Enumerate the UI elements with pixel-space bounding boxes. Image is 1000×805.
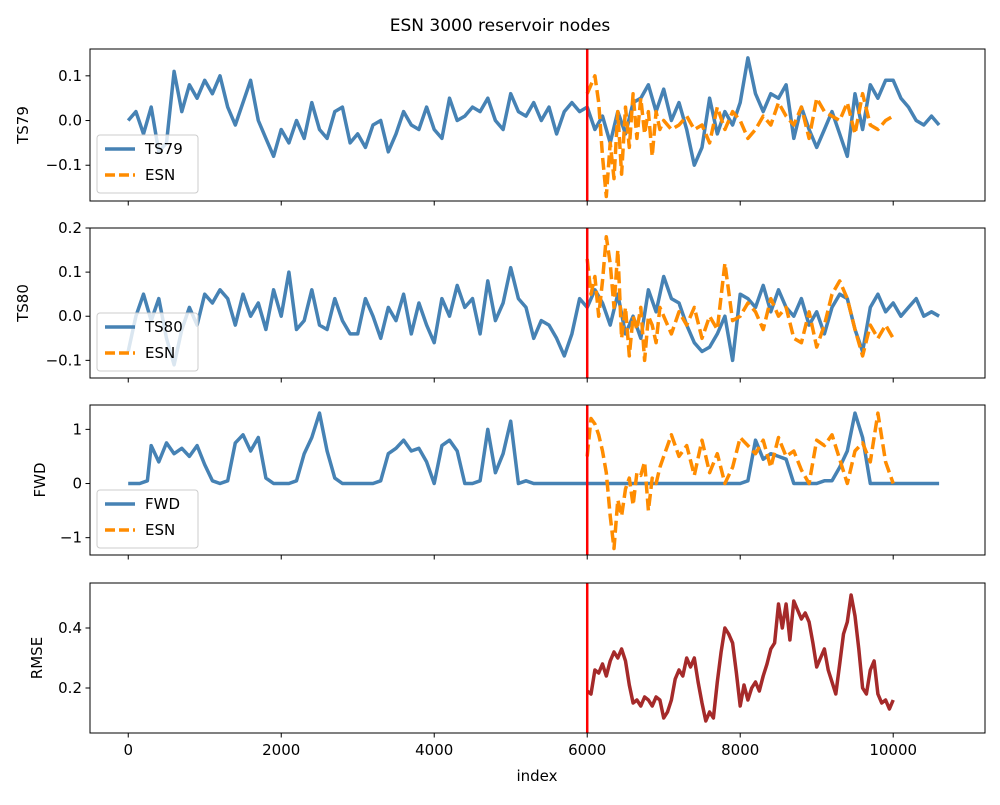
y-tick-label: 0.2 — [58, 679, 82, 697]
legend-label: ESN — [145, 166, 175, 184]
series-line-esn — [585, 74, 895, 199]
subplot-ts79: 0.1 0.0 −0.1 TS79 TS79 ESN — [14, 48, 986, 206]
axes-frame — [89, 227, 986, 379]
x-tick-label: 4000 — [415, 741, 453, 759]
series-group — [128, 411, 940, 551]
y-tick-label: 0.1 — [58, 67, 82, 85]
y-tick-label: 0.1 — [58, 263, 82, 281]
series-line-fwd — [128, 411, 940, 486]
subplot-fwd: 1 0 −1 FWD FWD ESN — [31, 404, 986, 560]
y-tick-label: 0 — [72, 475, 82, 493]
legend: TS79 ESN — [96, 134, 199, 194]
legend-label: ESN — [145, 521, 175, 539]
series-line-esn — [585, 411, 895, 551]
y-tick-label: 0.0 — [58, 307, 82, 325]
y-axis-label: TS79 — [14, 106, 32, 145]
axes-frame — [89, 404, 986, 556]
x-tick-label: 0 — [123, 741, 133, 759]
series-group — [586, 593, 895, 723]
y-tick-label: −0.1 — [46, 156, 82, 174]
y-tick-label: −0.1 — [46, 351, 82, 369]
y-axis-label: RMSE — [28, 637, 46, 679]
subplot-rmse: 0.4 0.2 0 2000 4000 6000 8000 10000 RMSE — [28, 582, 986, 759]
y-tick-label: −1 — [60, 529, 82, 547]
legend: TS80 ESN — [96, 312, 199, 372]
y-tick-label: 0.0 — [58, 112, 82, 130]
y-tick-label: 0.4 — [58, 619, 82, 637]
series-group — [126, 235, 940, 367]
y-axis-label: TS80 — [14, 284, 32, 323]
axes-frame — [89, 48, 986, 202]
legend-label: TS80 — [144, 318, 183, 336]
legend: FWD ESN — [96, 489, 199, 549]
series-line-esn — [585, 235, 895, 363]
subplot-ts80: 0.2 0.1 0.0 −0.1 TS80 TS80 ESN — [14, 219, 986, 383]
y-tick-label: 0.2 — [58, 219, 82, 237]
legend-label: FWD — [145, 495, 180, 513]
x-tick-label: 10000 — [869, 741, 917, 759]
y-tick-label: 1 — [72, 420, 82, 438]
series-group — [126, 56, 941, 199]
series-line-rmse — [586, 593, 895, 723]
y-axis-label: FWD — [31, 462, 49, 497]
chart-title: ESN 3000 reservoir nodes — [390, 16, 611, 36]
series-line-ts79 — [126, 56, 941, 167]
legend-label: ESN — [145, 344, 175, 362]
subplots: 0.10.0−0.1TS79TS79ESN0.20.10.0−0.1TS80TS… — [14, 48, 986, 759]
legend-label: TS79 — [144, 140, 183, 158]
x-tick-label: 2000 — [262, 741, 300, 759]
series-line-ts80 — [126, 265, 940, 367]
x-axis-label: index — [516, 767, 557, 785]
axes-frame — [89, 582, 986, 734]
x-tick-label: 8000 — [721, 741, 759, 759]
x-tick-label: 6000 — [568, 741, 606, 759]
